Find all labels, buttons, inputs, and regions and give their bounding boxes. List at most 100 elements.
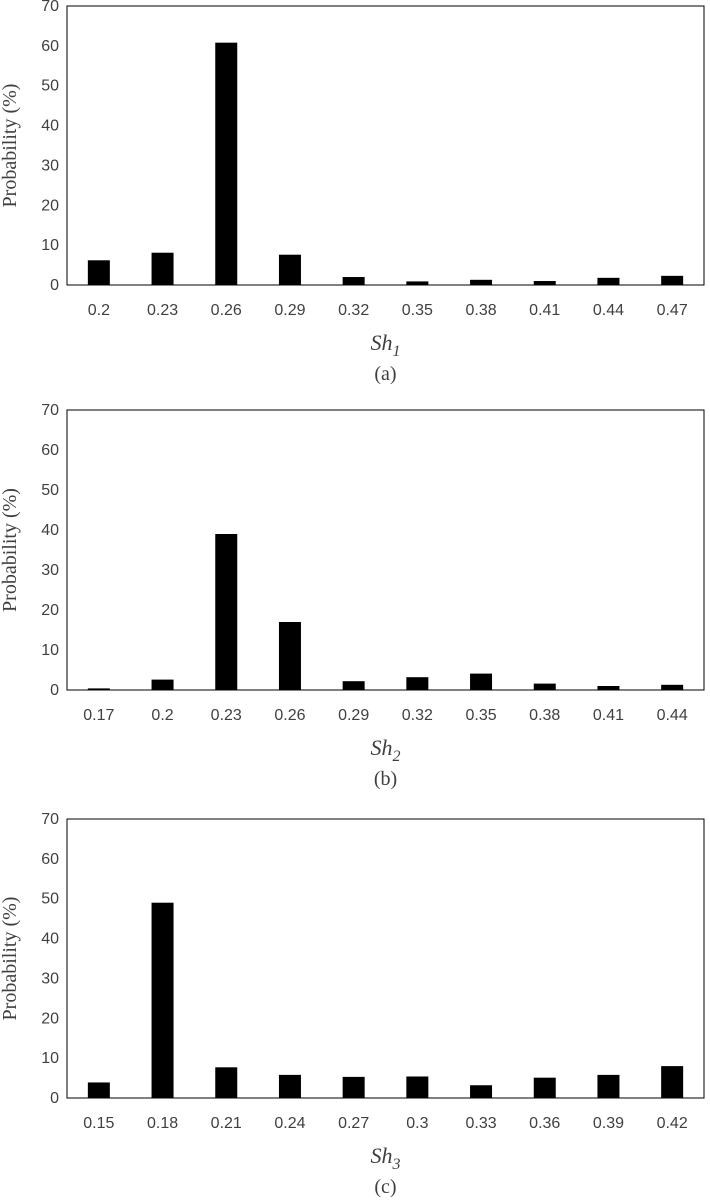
- y-tick-label: 70: [41, 811, 59, 828]
- bar-0.23: [151, 252, 174, 285]
- y-tick-label: 60: [41, 442, 59, 459]
- y-tick-label: 50: [41, 482, 59, 499]
- bar-0.2: [151, 679, 174, 690]
- bar-0.35: [406, 281, 429, 285]
- x-tick-label: 0.35: [465, 707, 496, 724]
- x-tick-label: 0.29: [274, 302, 305, 319]
- y-tick-label: 30: [41, 562, 59, 579]
- x-tick-label: 0.2: [88, 302, 110, 319]
- x-tick-label: 0.3: [406, 1115, 428, 1132]
- x-axis-label: Sh2: [371, 735, 401, 765]
- bar-0.29: [278, 254, 301, 285]
- x-tick-label: 0.36: [529, 1115, 560, 1132]
- bar-0.38: [470, 279, 493, 285]
- x-tick-label: 0.29: [338, 707, 369, 724]
- bar-0.35: [470, 673, 493, 690]
- x-tick-label: 0.26: [274, 707, 305, 724]
- bar-0.18: [151, 902, 174, 1098]
- y-tick-label: 50: [41, 78, 59, 95]
- x-axis-label: Sh3: [371, 1143, 401, 1173]
- x-tick-label: 0.44: [593, 302, 624, 319]
- x-tick-label: 0.23: [147, 302, 178, 319]
- y-tick-label: 60: [41, 38, 59, 55]
- x-tick-label: 0.32: [338, 302, 369, 319]
- bar-0.44: [597, 277, 620, 285]
- y-tick-label: 0: [50, 1090, 59, 1107]
- bar-0.3: [406, 1076, 429, 1098]
- x-tick-label: 0.15: [83, 1115, 114, 1132]
- y-tick-label: 30: [41, 157, 59, 174]
- y-tick-label: 10: [41, 237, 59, 254]
- x-tick-label: 0.42: [657, 1115, 688, 1132]
- panel-caption: (c): [374, 1176, 396, 1198]
- y-tick-label: 20: [41, 602, 59, 619]
- x-tick-label: 0.47: [657, 302, 688, 319]
- bar-0.26: [215, 42, 238, 285]
- chart-panel-3: 0 10 20 30 40 50 60 70 Probability (%) 0.15 0.18 0.…: [0, 811, 705, 1198]
- bar-0.42: [661, 1066, 684, 1098]
- bar-0.47: [661, 275, 684, 285]
- y-axis-label: Probability (%): [0, 84, 21, 208]
- plot-area-border: [66, 409, 705, 691]
- x-tick-label: 0.38: [465, 302, 496, 319]
- y-axis-label: Probability (%): [0, 897, 21, 1021]
- x-tick-label: 0.39: [593, 1115, 624, 1132]
- bar-0.24: [278, 1074, 301, 1098]
- y-tick-label: 20: [41, 1010, 59, 1027]
- x-axis-label-subscript: 2: [393, 748, 401, 765]
- x-tick-label: 0.44: [657, 707, 688, 724]
- y-tick-label: 10: [41, 1050, 59, 1067]
- y-tick-label: 60: [41, 851, 59, 868]
- y-tick-label: 70: [41, 0, 59, 15]
- y-tick-label: 30: [41, 970, 59, 987]
- y-axis-label: Probability (%): [0, 488, 21, 612]
- x-tick-label: 0.21: [211, 1115, 242, 1132]
- x-tick-label: 0.33: [465, 1115, 496, 1132]
- plot-area-border: [66, 818, 705, 1099]
- x-tick-label: 0.41: [593, 707, 624, 724]
- x-tick-label: 0.23: [211, 707, 242, 724]
- bar-0.32: [406, 677, 429, 690]
- bar-0.15: [87, 1082, 110, 1098]
- bar-0.21: [215, 1067, 238, 1098]
- x-tick-label: 0.32: [402, 707, 433, 724]
- x-axis-label-main: Sh: [371, 1143, 393, 1168]
- y-tick-label: 40: [41, 931, 59, 948]
- bar-0.39: [597, 1074, 620, 1098]
- panel-caption: (b): [374, 768, 397, 790]
- y-tick-label: 40: [41, 522, 59, 539]
- x-tick-label: 0.26: [211, 302, 242, 319]
- x-axis-label: Sh1: [371, 330, 401, 360]
- y-tick-label: 10: [41, 642, 59, 659]
- bar-0.17: [87, 688, 110, 690]
- bar-0.2: [87, 260, 110, 285]
- x-tick-label: 0.24: [274, 1115, 305, 1132]
- bar-0.33: [470, 1085, 493, 1098]
- x-tick-label: 0.38: [529, 707, 560, 724]
- x-axis-label-main: Sh: [371, 330, 393, 355]
- y-tick-label: 0: [50, 277, 59, 294]
- y-tick-label: 20: [41, 197, 59, 214]
- panel-caption: (a): [374, 363, 396, 385]
- y-tick-label: 70: [41, 402, 59, 419]
- x-tick-label: 0.2: [151, 707, 173, 724]
- x-tick-label: 0.41: [529, 302, 560, 319]
- x-tick-label: 0.18: [147, 1115, 178, 1132]
- plot-area-border: [66, 5, 705, 286]
- x-axis-label-main: Sh: [371, 735, 393, 760]
- bar-0.41: [597, 686, 620, 690]
- bar-0.27: [342, 1076, 365, 1098]
- chart-panel-2: 0 10 20 30 40 50 60 70 Probability (%) 0.17 0.2 0.2…: [0, 402, 705, 790]
- x-tick-label: 0.17: [83, 707, 114, 724]
- bar-0.41: [533, 281, 556, 285]
- x-tick-label: 0.27: [338, 1115, 369, 1132]
- bar-0.32: [342, 277, 365, 285]
- y-tick-label: 40: [41, 118, 59, 135]
- y-tick-label: 0: [50, 682, 59, 699]
- bar-0.44: [661, 684, 684, 690]
- x-axis-label-subscript: 3: [392, 1156, 401, 1173]
- x-axis-label-subscript: 1: [393, 343, 401, 360]
- bar-0.23: [215, 534, 238, 690]
- bar-0.29: [342, 681, 365, 690]
